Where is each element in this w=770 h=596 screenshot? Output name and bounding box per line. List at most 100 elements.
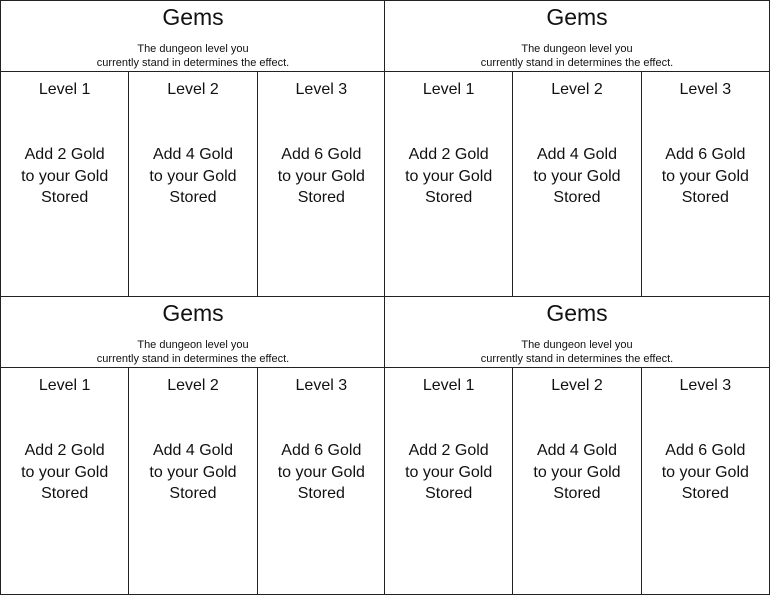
level-effect: Add 4 Gold to your Gold Stored [513,144,640,209]
level-effect-line: Add 2 Gold [408,442,489,459]
level-label: Level 3 [679,81,732,98]
card-description-line: currently stand in determines the effect… [96,353,290,365]
level-effect-line: Add 4 Gold [536,442,618,459]
level-column-1: Level 1 Add 2 Gold to your Gold Stored [385,368,514,594]
level-effect: Add 2 Gold to your Gold Stored [385,440,512,505]
level-effect-line: Add 4 Gold [536,146,618,163]
card-description-line: currently stand in determines the effect… [96,57,290,69]
level-effect-line: Add 6 Gold [665,442,746,459]
card-description: The dungeon level you currently stand in… [1,338,385,366]
level-effect-line: Stored [553,189,601,206]
level-label: Level 1 [422,377,475,394]
level-effect-line: to your Gold [277,167,365,185]
level-effect-line: to your Gold [21,167,109,185]
level-effect-line: to your Gold [533,167,621,185]
level-effect-line: to your Gold [277,463,365,481]
level-column-1: Level 1 Add 2 Gold to your Gold Stored [1,368,130,594]
level-effect-line: to your Gold [405,167,493,185]
level-effect-line: Stored [169,189,217,206]
level-effect-line: Stored [681,189,729,206]
card-title: Gems [546,4,608,30]
gem-card-top-left: Gems The dungeon level you currently sta… [0,0,386,297]
gem-card-bottom-right: Gems The dungeon level you currently sta… [384,296,770,595]
level-effect-line: to your Gold [21,463,109,481]
card-description-line: currently stand in determines the effect… [480,353,674,365]
level-effect: Add 6 Gold to your Gold Stored [642,440,769,505]
level-label: Level 2 [551,377,603,394]
level-effect-line: Add 4 Gold [152,442,234,459]
level-effect: Add 6 Gold to your Gold Stored [258,440,385,505]
level-effect-line: Add 2 Gold [24,442,105,459]
level-effect-line: to your Gold [405,463,493,481]
card-title: Gems [162,4,224,30]
card-title: Gems [162,300,224,326]
card-description-line: currently stand in determines the effect… [480,57,674,69]
level-effect: Add 4 Gold to your Gold Stored [129,144,256,209]
level-label: Level 1 [38,377,91,394]
level-columns: Level 1 Add 2 Gold to your Gold Stored L… [385,368,769,594]
level-effect: Add 4 Gold to your Gold Stored [129,440,256,505]
level-label: Level 3 [295,377,348,394]
level-effect-line: Add 2 Gold [24,146,105,163]
level-effect: Add 2 Gold to your Gold Stored [1,440,128,505]
level-effect-line: Stored [297,189,345,206]
level-label: Level 1 [422,81,475,98]
level-columns: Level 1 Add 2 Gold to your Gold Stored L… [385,72,769,296]
level-effect: Add 4 Gold to your Gold Stored [513,440,640,505]
level-effect-line: to your Gold [661,463,749,481]
card-description-line: The dungeon level you [521,43,633,55]
level-label: Level 3 [679,377,732,394]
level-effect-line: Stored [553,485,601,502]
gem-card-top-right: Gems The dungeon level you currently sta… [384,0,770,297]
level-effect-line: Add 4 Gold [152,146,234,163]
level-effect-line: Stored [41,189,89,206]
card-header: Gems The dungeon level you currently sta… [1,297,385,368]
card-description-line: The dungeon level you [137,43,249,55]
level-effect: Add 6 Gold to your Gold Stored [642,144,769,209]
level-columns: Level 1 Add 2 Gold to your Gold Stored L… [1,368,385,594]
level-column-2: Level 2 Add 4 Gold to your Gold Stored [129,72,258,296]
level-label: Level 2 [167,81,219,98]
gem-card-bottom-left: Gems The dungeon level you currently sta… [0,296,386,595]
level-column-3: Level 3 Add 6 Gold to your Gold Stored [258,72,385,296]
level-column-3: Level 3 Add 6 Gold to your Gold Stored [642,368,769,594]
card-description-line: The dungeon level you [521,339,633,351]
level-effect-line: Stored [41,485,89,502]
card-header: Gems The dungeon level you currently sta… [1,1,385,72]
level-effect: Add 6 Gold to your Gold Stored [258,144,385,209]
level-columns: Level 1 Add 2 Gold to your Gold Stored L… [1,72,385,296]
level-effect-line: Stored [169,485,217,502]
card-description-line: The dungeon level you [137,339,249,351]
level-column-3: Level 3 Add 6 Gold to your Gold Stored [642,72,769,296]
level-effect-line: Stored [297,485,345,502]
card-description: The dungeon level you currently stand in… [385,42,769,70]
level-column-1: Level 1 Add 2 Gold to your Gold Stored [385,72,514,296]
level-label: Level 1 [38,81,91,98]
level-effect-line: Add 6 Gold [665,146,746,163]
level-column-1: Level 1 Add 2 Gold to your Gold Stored [1,72,130,296]
level-effect-line: Stored [425,485,473,502]
level-effect-line: Add 6 Gold [281,442,362,459]
level-effect-line: Stored [425,189,473,206]
level-column-3: Level 3 Add 6 Gold to your Gold Stored [258,368,385,594]
card-description: The dungeon level you currently stand in… [1,42,385,70]
level-effect-line: to your Gold [533,463,621,481]
level-column-2: Level 2 Add 4 Gold to your Gold Stored [513,72,642,296]
level-effect-line: Add 6 Gold [281,146,362,163]
level-effect-line: to your Gold [661,167,749,185]
card-title: Gems [546,300,608,326]
card-header: Gems The dungeon level you currently sta… [385,297,769,368]
level-effect: Add 2 Gold to your Gold Stored [1,144,128,209]
level-effect-line: Add 2 Gold [408,146,489,163]
card-header: Gems The dungeon level you currently sta… [385,1,769,72]
level-effect-line: to your Gold [149,167,237,185]
level-label: Level 3 [295,81,348,98]
level-label: Level 2 [551,81,603,98]
level-effect-line: Stored [681,485,729,502]
level-effect-line: to your Gold [149,463,237,481]
level-column-2: Level 2 Add 4 Gold to your Gold Stored [129,368,258,594]
card-description: The dungeon level you currently stand in… [385,338,769,366]
level-effect: Add 2 Gold to your Gold Stored [385,144,512,209]
level-column-2: Level 2 Add 4 Gold to your Gold Stored [513,368,642,594]
